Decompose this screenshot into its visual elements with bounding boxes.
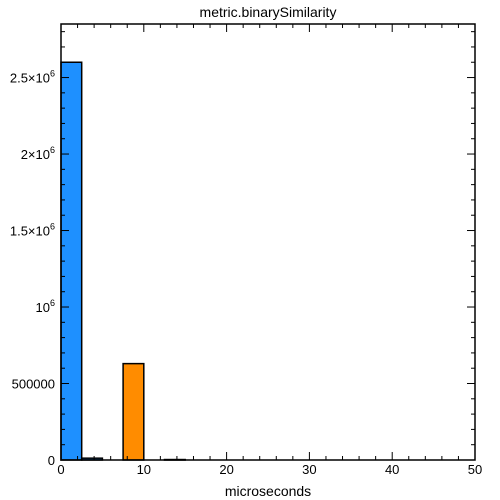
y-tick-label-2: 106	[36, 298, 55, 315]
x-axis-label: microseconds	[225, 483, 311, 499]
chart-title: metric.binarySimilarity	[200, 4, 337, 20]
x-tick-label-1: 10	[137, 462, 151, 477]
ticks-group	[60, 24, 476, 461]
x-tick-label-0: 0	[57, 462, 64, 477]
histogram-bar-2	[122, 362, 145, 461]
y-tick-label-5: 2.5×106	[10, 69, 55, 86]
tick-labels-group: 0 10 20 30 40 50 0 500000 106 1.5×106 2×106 2.5×106	[10, 69, 482, 477]
x-tick-label-2: 20	[219, 462, 233, 477]
y-tick-label-4: 2×106	[21, 145, 55, 162]
x-tick-label-4: 40	[385, 462, 399, 477]
x-tick-label-5: 50	[468, 462, 482, 477]
y-tick-label-1: 500000	[12, 377, 55, 392]
x-tick-label-3: 30	[302, 462, 316, 477]
y-tick-label-3: 1.5×106	[10, 222, 55, 239]
bars-group	[60, 61, 186, 461]
y-tick-label-0: 0	[48, 453, 55, 468]
plot-frame	[60, 23, 476, 461]
